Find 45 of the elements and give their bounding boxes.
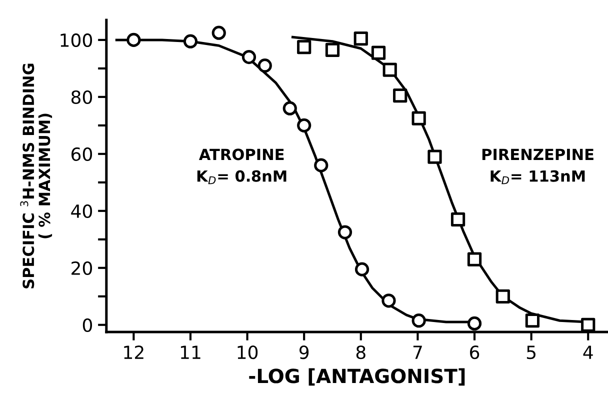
point: [382, 294, 396, 308]
point: [467, 252, 482, 266]
y-tick-label: 60: [71, 147, 92, 162]
x-tick-label: 12: [124, 346, 144, 359]
x-tick-label: 6: [470, 346, 480, 360]
point: [412, 314, 426, 328]
annotation: PIRENZEPINE K$_{D}$= 113nM: [482, 148, 594, 184]
point: [450, 212, 466, 227]
point: [354, 262, 370, 276]
point: [412, 111, 426, 126]
x-tick-label: 8: [356, 346, 366, 360]
x-tick-label: 11: [180, 346, 200, 359]
point: [428, 150, 442, 164]
point: [325, 42, 340, 57]
y-tick-label: 40: [71, 204, 92, 218]
point: [297, 40, 312, 54]
point: [212, 26, 226, 40]
x-tick-label: 5: [526, 346, 536, 360]
point: [393, 88, 408, 103]
x-axis-title: -LOG [ANTAGONIST]: [249, 368, 465, 386]
point: [242, 50, 256, 64]
x-tick-label: 10: [238, 346, 258, 360]
x-tick-label: 4: [583, 346, 593, 359]
point: [314, 158, 328, 172]
point: [354, 31, 368, 46]
y-tick-label: 0: [82, 318, 92, 332]
point: [496, 289, 510, 304]
y-tick-label: 20: [72, 261, 92, 276]
point: [282, 101, 297, 116]
annotation: ATROPINE K$_{D}$= 0.8nM: [197, 148, 286, 184]
y-tick-label: 80: [71, 90, 92, 104]
point: [297, 118, 312, 132]
point: [382, 62, 397, 77]
point: [525, 314, 540, 328]
point: [371, 46, 386, 60]
y-axis-title: SPECIFIC $^{3}$H-NMS BINDING ( % MAXIMUM): [20, 64, 52, 288]
x-tick-label: 9: [299, 346, 309, 360]
point: [467, 316, 482, 331]
point: [183, 34, 198, 48]
x-tick-label: 7: [413, 346, 422, 359]
y-tick-label: 100: [60, 33, 92, 48]
point: [126, 32, 141, 48]
point: [581, 318, 596, 332]
point: [338, 225, 352, 240]
point: [258, 58, 272, 73]
